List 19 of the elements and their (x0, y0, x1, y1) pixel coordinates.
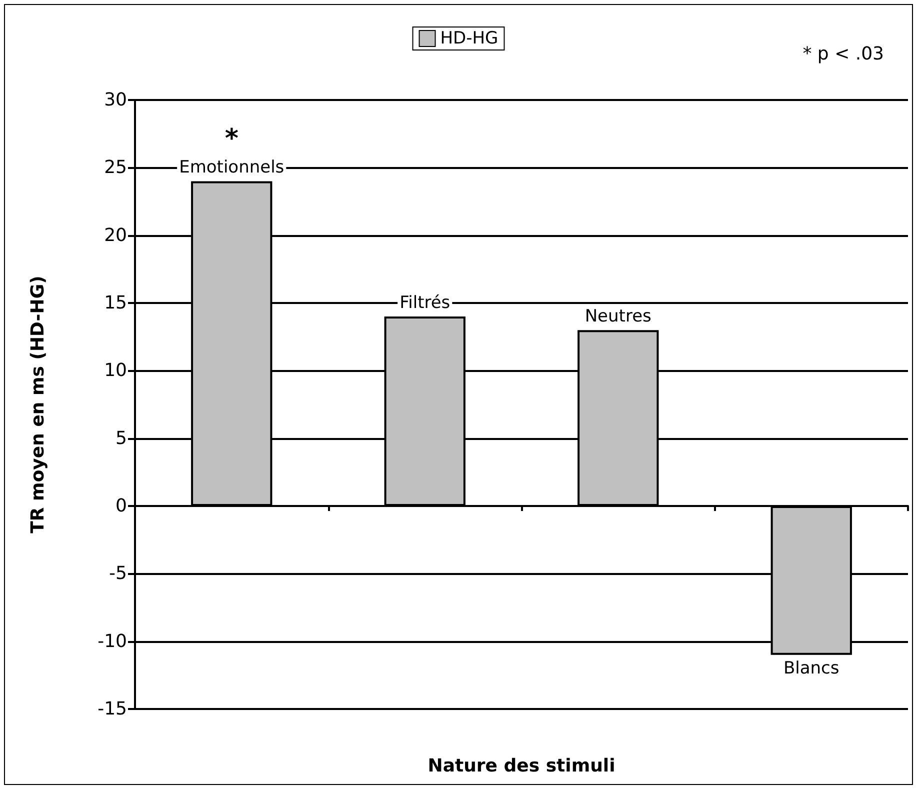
y-tick-label: 30 (104, 90, 127, 110)
y-axis-title: TR moyen en ms (HD-HG) (28, 276, 48, 534)
x-tick-label: Neutres (584, 306, 652, 327)
y-tick-label: 15 (104, 292, 127, 314)
legend-label: HD-HG (440, 28, 498, 48)
text: * p < .03 (802, 44, 884, 64)
y-tick-label: 25 (104, 157, 127, 178)
x-axis-title: Nature des stimuli (428, 756, 616, 776)
y-tick-label: 0 (116, 496, 127, 516)
x-tick-label: Filtrés (400, 293, 450, 314)
y-tick-label: 10 (104, 360, 127, 382)
y-tick-label: -5 (109, 563, 127, 584)
x-tick-label: Blancs (783, 658, 840, 678)
y-tick-label: 20 (104, 224, 127, 246)
annotation: * (224, 124, 239, 154)
y-tick-label: -10 (98, 630, 127, 652)
x-tick-label: Emotionnels (179, 158, 284, 178)
y-tick-label: -15 (98, 698, 127, 720)
y-tick-label: 5 (116, 428, 127, 449)
